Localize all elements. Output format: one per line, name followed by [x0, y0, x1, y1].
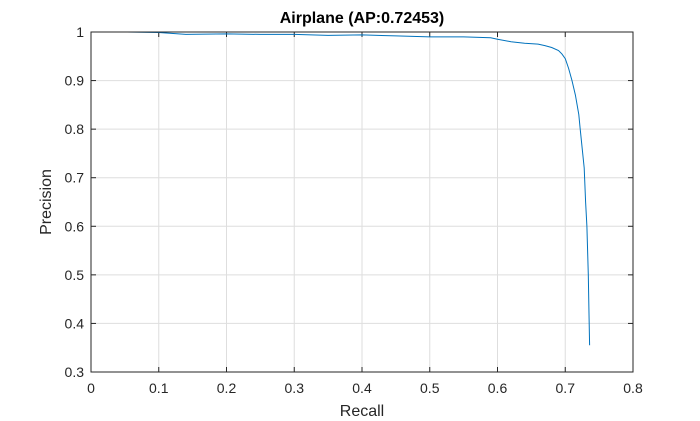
y-tick-label: 0.4 [65, 315, 85, 331]
y-tick-label: 0.6 [65, 218, 85, 234]
y-tick-label: 0.3 [65, 364, 85, 380]
gridlines [91, 32, 633, 372]
x-tick-label: 0.3 [285, 380, 305, 396]
x-tick-label: 0.8 [623, 380, 643, 396]
y-tick-label: 0.8 [65, 121, 85, 137]
chart-title: Airplane (AP:0.72453) [280, 10, 445, 27]
x-tick-label: 0 [87, 380, 95, 396]
x-axis-title: Recall [340, 403, 384, 420]
x-tick-label: 0.1 [149, 380, 169, 396]
y-tick-label: 0.5 [65, 267, 85, 283]
y-tick-label: 0.9 [65, 73, 85, 89]
y-axis-title: Precision [38, 169, 55, 235]
x-tick-label: 0.6 [488, 380, 508, 396]
x-tick-label: 0.2 [217, 380, 237, 396]
x-tick-label: 0.4 [352, 380, 372, 396]
axes-frame [90, 31, 634, 373]
y-tick-labels: 0.3 0.4 0.5 0.6 0.7 0.8 0.9 1 [65, 24, 85, 380]
y-tick-label: 0.7 [65, 170, 85, 186]
y-tick-label: 1 [76, 24, 84, 40]
x-tick-label: 0.7 [556, 380, 576, 396]
x-tick-label: 0.5 [420, 380, 440, 396]
x-tick-labels: 0 0.1 0.2 0.3 0.4 0.5 0.6 0.7 0.8 [87, 380, 643, 396]
precision-recall-line [91, 31, 591, 346]
